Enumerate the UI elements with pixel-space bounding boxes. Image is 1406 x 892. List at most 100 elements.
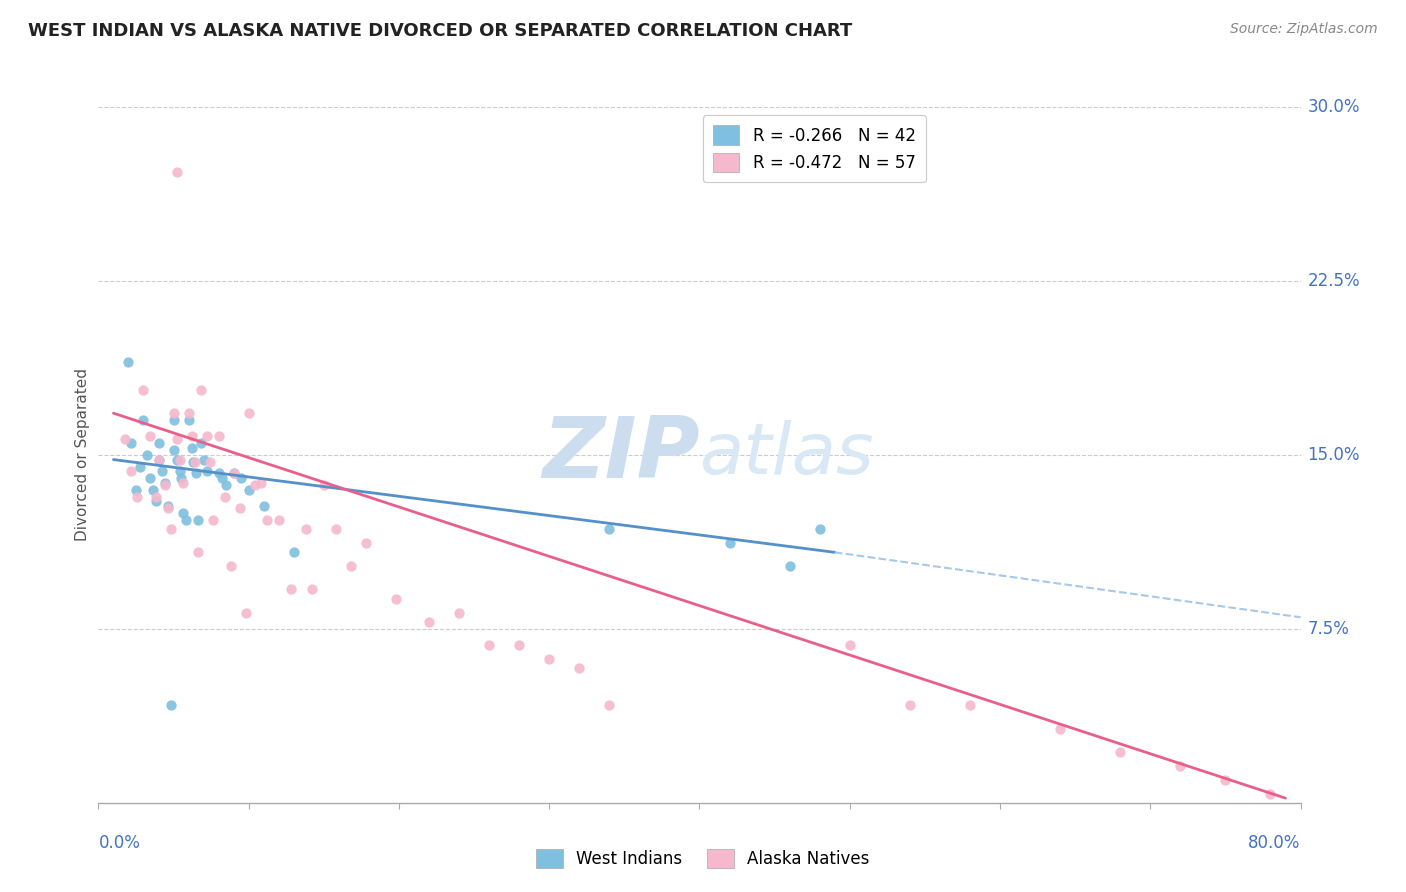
Point: [340, 559, 363, 574]
Point: [187, 513, 209, 527]
Point: [219, 559, 242, 574]
Point: [145, 494, 167, 508]
Point: [267, 513, 290, 527]
Point: [148, 452, 170, 467]
Point: [138, 429, 160, 443]
Point: [235, 606, 257, 620]
Point: [180, 429, 202, 443]
Point: [208, 429, 231, 443]
Text: 0.0%: 0.0%: [98, 834, 141, 852]
Point: [283, 545, 305, 559]
Point: [162, 443, 184, 458]
Point: [125, 483, 148, 497]
Point: [222, 467, 245, 481]
Point: [418, 615, 440, 629]
Point: [166, 165, 188, 179]
Point: [153, 478, 176, 492]
Point: [238, 483, 260, 497]
Point: [228, 501, 250, 516]
Point: [132, 383, 155, 397]
Point: [312, 478, 335, 492]
Point: [174, 513, 197, 527]
Point: [129, 459, 152, 474]
Text: 7.5%: 7.5%: [1308, 620, 1350, 638]
Point: [180, 441, 202, 455]
Point: [159, 698, 181, 713]
Point: [385, 591, 408, 606]
Point: [447, 606, 470, 620]
Point: [779, 559, 801, 574]
Point: [249, 475, 271, 490]
Text: 15.0%: 15.0%: [1308, 446, 1360, 464]
Text: 22.5%: 22.5%: [1308, 272, 1360, 290]
Point: [808, 522, 831, 536]
Text: ZIP: ZIP: [541, 413, 699, 497]
Point: [1109, 745, 1132, 759]
Point: [231, 471, 253, 485]
Point: [190, 383, 212, 397]
Point: [127, 490, 149, 504]
Point: [114, 432, 136, 446]
Point: [1215, 772, 1237, 787]
Point: [187, 545, 209, 559]
Point: [117, 355, 139, 369]
Point: [301, 582, 323, 597]
Point: [177, 406, 200, 420]
Point: [222, 467, 245, 481]
Point: [121, 464, 143, 478]
Point: [253, 499, 276, 513]
Point: [1049, 722, 1071, 736]
Point: [181, 455, 204, 469]
Point: [166, 452, 188, 467]
Point: [145, 490, 167, 504]
Point: [201, 513, 224, 527]
Text: 30.0%: 30.0%: [1308, 98, 1360, 116]
Point: [132, 413, 155, 427]
Point: [325, 522, 347, 536]
Point: [150, 464, 173, 478]
Point: [598, 522, 620, 536]
Point: [162, 413, 184, 427]
Point: [598, 698, 620, 713]
Point: [184, 467, 207, 481]
Legend: West Indians, Alaska Natives: West Indians, Alaska Natives: [530, 842, 876, 875]
Point: [478, 638, 501, 652]
Point: [177, 413, 200, 427]
Point: [959, 698, 981, 713]
Point: [169, 452, 191, 467]
Point: [121, 436, 143, 450]
Point: [195, 464, 218, 478]
Text: Source: ZipAtlas.com: Source: ZipAtlas.com: [1230, 22, 1378, 37]
Point: [148, 436, 170, 450]
Point: [141, 483, 163, 497]
Point: [718, 536, 741, 550]
Point: [294, 522, 316, 536]
Point: [166, 432, 188, 446]
Point: [172, 506, 194, 520]
Point: [159, 522, 181, 536]
Text: WEST INDIAN VS ALASKA NATIVE DIVORCED OR SEPARATED CORRELATION CHART: WEST INDIAN VS ALASKA NATIVE DIVORCED OR…: [28, 22, 852, 40]
Point: [195, 429, 218, 443]
Point: [172, 475, 194, 490]
Point: [183, 455, 205, 469]
Point: [153, 475, 176, 490]
Point: [169, 464, 191, 478]
Point: [280, 582, 302, 597]
Point: [568, 661, 591, 675]
Point: [193, 452, 215, 467]
Point: [156, 499, 179, 513]
Point: [838, 638, 860, 652]
Point: [238, 406, 260, 420]
Point: [1170, 758, 1192, 772]
Point: [215, 478, 238, 492]
Point: [538, 652, 561, 666]
Point: [170, 471, 193, 485]
Point: [190, 436, 212, 450]
Point: [148, 452, 170, 467]
Legend: R = -0.266   N = 42, R = -0.472   N = 57: R = -0.266 N = 42, R = -0.472 N = 57: [703, 115, 925, 182]
Point: [1260, 787, 1282, 801]
Point: [135, 448, 157, 462]
Point: [198, 455, 221, 469]
Point: [354, 536, 377, 550]
Y-axis label: Divorced or Separated: Divorced or Separated: [75, 368, 90, 541]
